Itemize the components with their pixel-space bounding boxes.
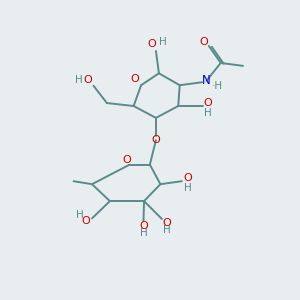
Text: O: O (131, 74, 140, 84)
Text: O: O (151, 135, 160, 145)
Text: H: H (164, 225, 171, 235)
Text: H: H (184, 183, 192, 193)
Text: H: H (140, 228, 147, 238)
Text: H: H (75, 75, 83, 85)
Text: H: H (76, 210, 84, 220)
Text: O: O (83, 75, 92, 85)
Text: O: O (183, 173, 192, 183)
Text: O: O (122, 154, 131, 164)
Text: O: O (139, 221, 148, 231)
Text: O: O (147, 39, 156, 49)
Text: ·H: ·H (212, 81, 223, 91)
Text: O: O (81, 216, 90, 226)
Text: N: N (202, 74, 211, 87)
Text: O: O (204, 98, 212, 108)
Text: O: O (200, 37, 208, 47)
Text: O: O (163, 218, 172, 228)
Text: H: H (204, 108, 212, 118)
Text: H: H (160, 37, 167, 47)
